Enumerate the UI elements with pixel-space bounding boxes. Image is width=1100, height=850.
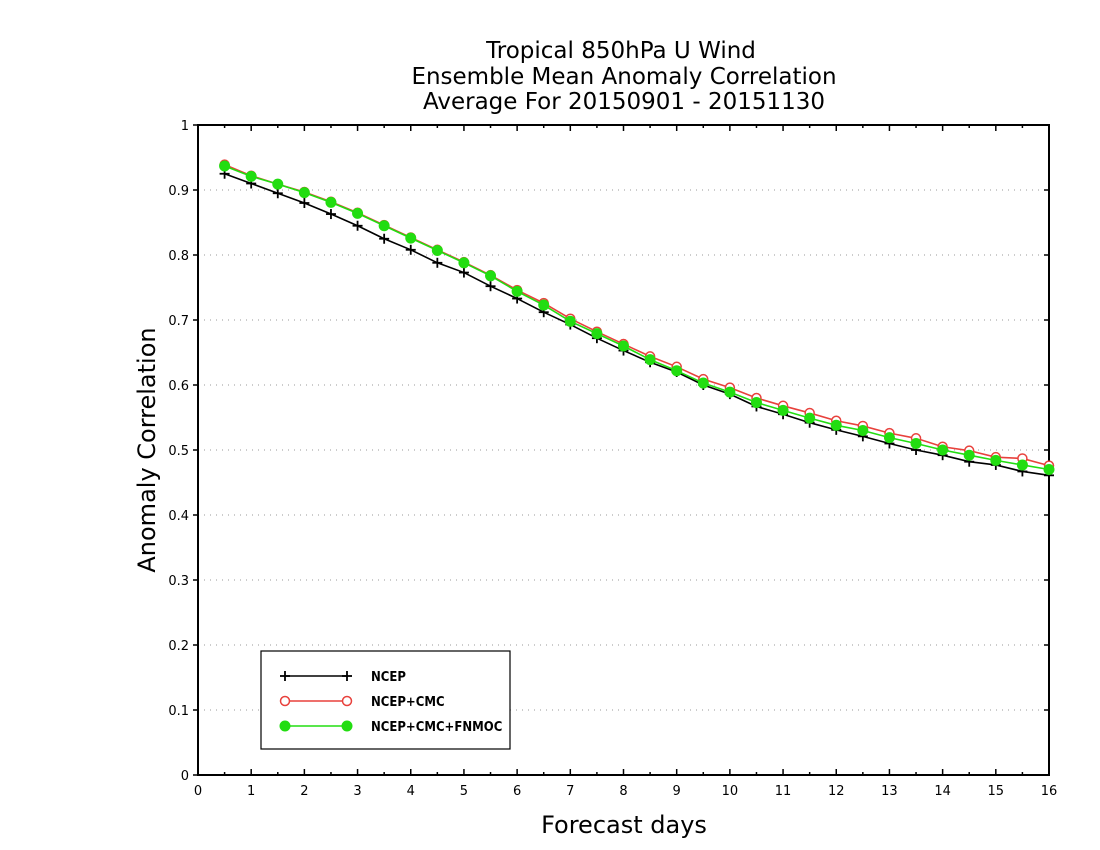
data-point: [432, 257, 443, 268]
axes: 00.10.20.30.40.50.60.70.80.910 1 2 3 4 5 6 7 8 9 1…: [168, 119, 1057, 799]
x-tick-label: 3: [353, 784, 361, 799]
y-tick-label: 0.1: [168, 704, 189, 719]
data-point: [405, 232, 417, 244]
series-line: [224, 172, 1050, 477]
data-point: [458, 257, 470, 269]
data-point: [724, 386, 736, 398]
x-tick-label: 8: [619, 784, 627, 799]
x-tick-label: 10: [722, 784, 739, 799]
data-point: [697, 377, 709, 389]
y-tick-label: 0.6: [168, 379, 189, 394]
series-ncep-cmc: [219, 159, 1055, 471]
x-tick-label: 12: [828, 784, 845, 799]
data-point: [219, 160, 231, 172]
chart-title-line-1: Tropical 850hPa U Wind: [485, 38, 756, 64]
legend-item: NCEP: [280, 670, 406, 685]
legend: NCEP NCEP+CMC NCEP+CMC+FNMOC: [260, 650, 511, 750]
data-point: [937, 444, 949, 456]
data-point: [644, 354, 656, 366]
series-ncep-cmc-fnmoc: [219, 160, 1055, 475]
legend-box: [260, 650, 511, 750]
data-point: [777, 404, 789, 416]
data-point: [431, 244, 443, 256]
x-tick-label: 16: [1041, 784, 1058, 799]
data-point: [325, 196, 337, 208]
x-tick-label: 4: [407, 784, 415, 799]
x-tick-label: 0: [194, 784, 202, 799]
x-tick-label: 13: [881, 784, 898, 799]
data-point: [458, 267, 469, 278]
data-point: [750, 397, 762, 409]
data-point: [405, 244, 416, 255]
data-point: [538, 299, 550, 311]
x-tick-label: 6: [513, 784, 521, 799]
x-axis-label: Forecast days: [541, 811, 707, 839]
data-point: [883, 432, 895, 444]
y-tick-label: 0.7: [168, 314, 189, 329]
x-tick-label: 5: [460, 784, 468, 799]
chart-title-line-2: Ensemble Mean Anomaly Correlation: [411, 64, 836, 90]
y-tick-label: 0.9: [168, 184, 189, 199]
data-point: [272, 178, 284, 190]
series-ncep: [219, 168, 1054, 481]
legend-marker: [341, 720, 353, 732]
gridlines: [198, 124, 1049, 711]
data-point: [511, 285, 523, 297]
plot-series: [219, 159, 1055, 481]
x-tick-label: 9: [673, 784, 681, 799]
y-tick-label: 0.8: [168, 249, 189, 264]
x-tick-label: 1: [247, 784, 255, 799]
data-point: [1043, 464, 1055, 475]
data-point: [272, 188, 283, 199]
data-point: [485, 281, 496, 292]
legend-item: NCEP+CMC: [279, 695, 445, 710]
data-point: [325, 209, 336, 220]
legend-label: NCEP: [371, 670, 406, 685]
chart-title-line-3: Average For 20150901 - 20151130: [423, 89, 825, 115]
x-tick-label: 7: [566, 784, 574, 799]
x-tick-label: 15: [988, 784, 1005, 799]
legend-marker: [342, 671, 352, 681]
chart-title: Tropical 850hPa U Wind Ensemble Mean Ano…: [411, 38, 836, 115]
legend-marker: [280, 671, 290, 681]
data-point: [379, 233, 390, 244]
legend-item: NCEP+CMC+FNMOC: [279, 720, 502, 735]
legend-label: NCEP+CMC+FNMOC: [371, 720, 502, 735]
legend-marker: [279, 695, 291, 707]
data-point: [564, 315, 576, 327]
data-point: [990, 454, 1002, 466]
legend-marker: [279, 720, 291, 732]
y-tick-label: 1: [181, 119, 189, 134]
data-point: [963, 449, 975, 461]
data-point: [485, 270, 497, 282]
data-point: [352, 220, 363, 231]
data-point: [298, 187, 310, 199]
data-point: [618, 340, 629, 352]
data-point: [671, 365, 683, 377]
data-point: [910, 438, 922, 449]
data-point: [352, 207, 364, 219]
data-point: [830, 419, 842, 431]
y-tick-label: 0.2: [168, 639, 189, 654]
legend-marker: [341, 695, 353, 707]
data-point: [804, 412, 816, 424]
data-point: [1016, 459, 1028, 471]
x-tick-label: 2: [300, 784, 308, 799]
y-tick-label: 0.4: [168, 509, 189, 524]
x-tick-label: 14: [934, 784, 951, 799]
y-tick-label: 0.3: [168, 574, 189, 589]
data-point: [857, 425, 869, 436]
legend-label: NCEP+CMC: [371, 695, 445, 710]
x-tick-label: 11: [775, 784, 792, 799]
y-tick-label: 0.5: [168, 444, 189, 459]
y-axis-label: Anomaly Correlation: [133, 327, 161, 572]
data-point: [245, 170, 257, 182]
data-point: [591, 328, 603, 340]
series-line: [224, 165, 1050, 471]
data-point: [378, 220, 390, 232]
y-tick-label: 0: [181, 769, 189, 784]
data-point: [299, 198, 310, 208]
